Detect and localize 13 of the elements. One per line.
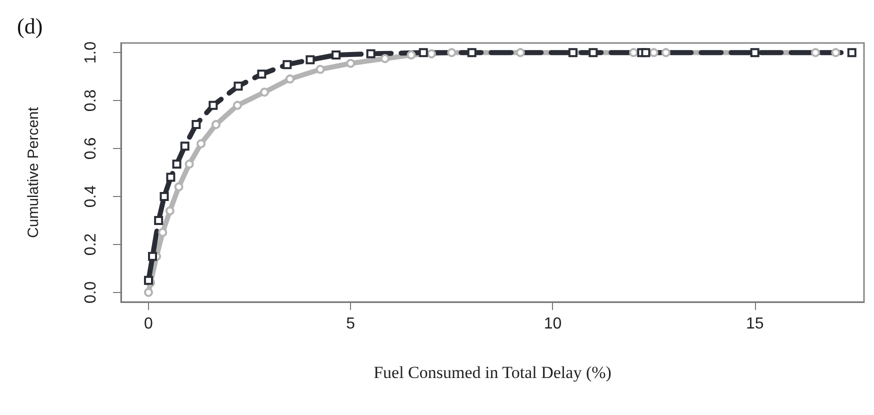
x-tick-label: 15 [746, 316, 764, 332]
x-tick-label: 5 [346, 316, 356, 332]
y-axis-title: Cumulative Percent [25, 106, 42, 238]
x-tick-label: 10 [544, 316, 562, 332]
chart-title: (d) [17, 14, 43, 38]
x-axis-title: Fuel Consumed in Total Delay (%) [374, 363, 612, 382]
y-tick-label: 0.4 [82, 185, 100, 208]
y-tick-label: 1.0 [82, 41, 100, 64]
y-tick-label: 0.2 [82, 233, 100, 256]
x-tick-label: 0 [144, 316, 154, 332]
y-tick-label: 0.8 [82, 89, 100, 112]
y-tick-label: 0.0 [82, 281, 100, 304]
y-tick-label: 0.6 [82, 137, 100, 160]
